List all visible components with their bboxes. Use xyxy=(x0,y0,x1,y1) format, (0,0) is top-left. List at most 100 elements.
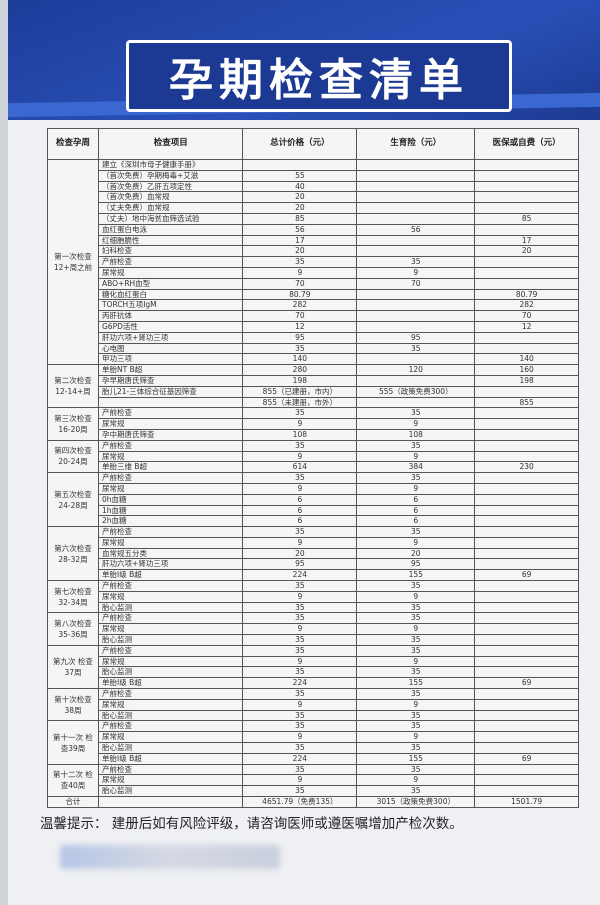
total-self-pay: 1501.79 xyxy=(474,796,579,808)
price-cell: 35 xyxy=(242,601,358,614)
insurance-cell xyxy=(356,169,476,182)
price-cell: 35 xyxy=(242,785,358,798)
item-cell: 胎心监测 xyxy=(97,742,244,754)
table-row: 单胎三维 B超 614 384 230 xyxy=(48,461,579,474)
item-cell: 尿常规 xyxy=(97,450,244,463)
insurance-cell xyxy=(356,180,476,193)
price-cell: 20 xyxy=(242,245,358,258)
self-pay-cell: 198 xyxy=(474,374,579,387)
self-pay-cell xyxy=(474,439,579,452)
price-cell: 35 xyxy=(242,634,358,646)
item-cell: 血红蛋白电泳 xyxy=(97,223,244,236)
item-cell: 尿常规 xyxy=(97,623,244,636)
self-pay-cell xyxy=(474,493,579,506)
insurance-cell: 108 xyxy=(356,428,476,441)
self-pay-cell xyxy=(474,774,579,787)
insurance-cell xyxy=(356,320,476,333)
item-cell: 尿常规 xyxy=(97,266,244,279)
price-cell: 282 xyxy=(242,299,358,312)
table-row: 孕中期唐氏筛查 108 108 xyxy=(48,428,579,441)
price-cell: 9 xyxy=(242,731,358,744)
item-cell: 产前检查 xyxy=(97,472,244,484)
table-row: 肝功六项+肾功三项 95 95 xyxy=(48,558,579,571)
period-cell: 第七次检查 32-34周 xyxy=(47,580,99,614)
self-pay-cell xyxy=(474,547,579,560)
table-row: 第四次检查 20-24周 产前检查 35 35 xyxy=(47,439,579,474)
insurance-cell: 6 xyxy=(356,504,476,517)
item-cell: 产前检查 xyxy=(97,439,244,452)
table-row: 胎心监测 35 35 xyxy=(48,785,579,798)
insurance-cell: 35 xyxy=(356,256,476,268)
period-cell: 第四次检查 20-24周 xyxy=(47,439,99,474)
table-row: 尿常规 9 9 xyxy=(48,266,579,279)
table-row: 妇科检查 20 20 xyxy=(48,245,579,258)
item-cell: 心电图 xyxy=(97,342,244,355)
insurance-cell: 35 xyxy=(356,342,476,355)
price-cell: 35 xyxy=(242,763,358,776)
table-row: 第十次检查 38周 产前检查 35 35 xyxy=(47,688,579,722)
price-cell: 35 xyxy=(242,256,358,268)
item-cell: 产前检查 xyxy=(97,526,244,538)
item-cell: 尿常规 xyxy=(97,655,244,668)
self-pay-cell xyxy=(474,256,579,268)
insurance-cell: 9 xyxy=(356,655,476,668)
header-period: 检查孕周 xyxy=(47,128,99,160)
item-cell: 0h血糖 xyxy=(97,493,244,506)
table-row: 孕早期唐氏筛查 198 198 xyxy=(48,374,579,387)
header-self-pay: 医保或自费（元） xyxy=(474,128,579,160)
price-cell: 280 xyxy=(242,364,358,376)
insurance-cell xyxy=(356,191,476,204)
table-row: 血红蛋白电泳 56 56 xyxy=(48,223,579,236)
table-row: ABO+RH血型 70 70 xyxy=(48,277,579,290)
self-pay-cell xyxy=(474,191,579,204)
total-price: 4651.79（免费135） xyxy=(242,796,358,808)
self-pay-cell xyxy=(474,601,579,614)
insurance-cell: 35 xyxy=(356,526,476,538)
price-cell: 35 xyxy=(242,644,358,657)
item-cell: 2h血糖 xyxy=(97,515,244,528)
item-cell: 单胎Ⅰ级 B超 xyxy=(97,569,244,582)
period-cell: 第二次检查 12-14+周 xyxy=(47,364,99,409)
insurance-cell xyxy=(356,374,476,387)
price-cell: 20 xyxy=(242,202,358,214)
self-pay-cell xyxy=(474,472,579,484)
table-row: （丈夫）地中海贫血筛选试验 85 85 xyxy=(48,212,579,225)
self-pay-cell xyxy=(474,450,579,463)
period-cell: 第十一次 检查39周 xyxy=(47,720,99,765)
table-row: 尿常规 9 9 xyxy=(48,774,579,787)
self-pay-cell: 230 xyxy=(474,461,579,474)
insurance-cell: 56 xyxy=(356,223,476,236)
self-pay-cell xyxy=(474,504,579,517)
insurance-cell: 95 xyxy=(356,558,476,571)
self-pay-cell: 69 xyxy=(474,752,579,765)
item-cell: 胎儿21-三体综合征基因筛查 xyxy=(97,385,244,398)
table-row: （首次免费）乙肝五项定性 40 xyxy=(48,180,579,193)
item-cell: （首次免费）孕期梅毒+艾滋 xyxy=(97,169,244,182)
item-cell: 胎心监测 xyxy=(97,666,244,679)
item-cell: 尿常规 xyxy=(97,590,244,603)
insurance-cell: 35 xyxy=(356,580,476,592)
item-cell: 尿常规 xyxy=(97,698,244,711)
item-cell: 尿常规 xyxy=(97,731,244,744)
self-pay-cell xyxy=(474,698,579,711)
item-cell: G6PD活性 xyxy=(97,320,244,333)
item-cell: 胎心监测 xyxy=(97,634,244,646)
price-cell: 40 xyxy=(242,180,358,193)
insurance-cell xyxy=(356,159,476,171)
price-cell: 20 xyxy=(242,191,358,204)
price-cell: 35 xyxy=(242,526,358,538)
insurance-cell: 35 xyxy=(356,612,476,625)
insurance-cell xyxy=(356,288,476,301)
price-cell: 12 xyxy=(242,320,358,333)
period-cell: 第六次检查 28-32周 xyxy=(47,526,99,582)
self-pay-cell xyxy=(474,180,579,193)
table-row: 尿常规 9 9 xyxy=(48,731,579,744)
table-header-row: 检查孕周 检查项目 总计价格（元） 生育险（元） 医保或自费（元） xyxy=(47,128,579,160)
price-cell: 9 xyxy=(242,450,358,463)
table-row: 2h血糖 6 6 xyxy=(48,515,579,528)
self-pay-cell xyxy=(474,266,579,279)
table-row: 855（未建册，市外） 855 xyxy=(48,396,579,409)
price-cell: 35 xyxy=(242,472,358,484)
self-pay-cell xyxy=(474,418,579,430)
insurance-cell: 6 xyxy=(356,493,476,506)
